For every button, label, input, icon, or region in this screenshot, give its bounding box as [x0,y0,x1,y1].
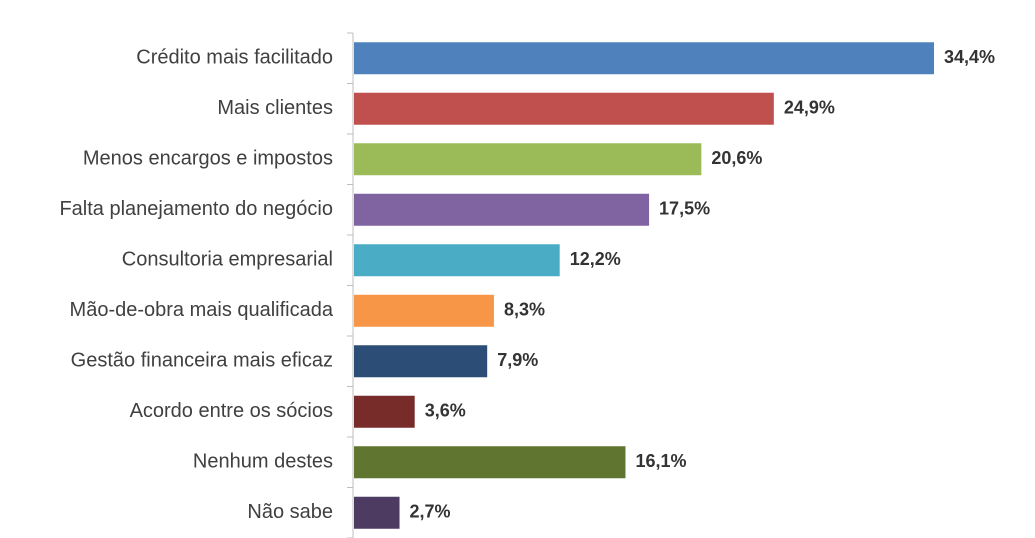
data-label: 20,6% [711,148,762,168]
bar [354,446,626,479]
category-label: Mão-de-obra mais qualificada [70,299,334,321]
data-label: 12,2% [570,249,621,269]
bar [354,395,415,428]
category-label: Não sabe [247,501,333,523]
category-label: Crédito mais facilitado [136,47,333,69]
data-label: 2,7% [410,502,451,522]
bar [354,294,494,327]
category-label: Consultoria empresarial [122,249,333,271]
bar [354,42,934,75]
data-label: 3,6% [425,401,466,421]
bar [354,496,400,529]
bar [354,92,774,125]
category-label: Acordo entre os sócios [130,400,333,422]
bars [354,42,934,529]
category-label: Nenhum destes [193,451,333,473]
bar [354,193,650,226]
data-label: 34,4% [944,47,995,67]
data-label: 7,9% [497,350,538,370]
category-label: Gestão financeira mais eficaz [71,350,333,372]
data-label: 16,1% [635,451,686,471]
data-label: 17,5% [659,199,710,219]
category-ticks [347,32,353,538]
bar [354,244,560,277]
data-label: 8,3% [504,300,545,320]
value-labels: 34,4% 24,9% 20,6% 17,5% 12,2% 8,3% 7,9% 3,6% 16,… [410,47,996,522]
category-labels: Crédito mais facilitado Mais clientes Meno… [59,47,333,524]
data-label: 24,9% [784,98,835,118]
category-label: Mais clientes [217,97,333,119]
bar [354,345,488,378]
bar [354,143,702,176]
category-label: Menos encargos e impostos [83,148,333,170]
category-label: Falta planejamento do negócio [59,198,333,220]
